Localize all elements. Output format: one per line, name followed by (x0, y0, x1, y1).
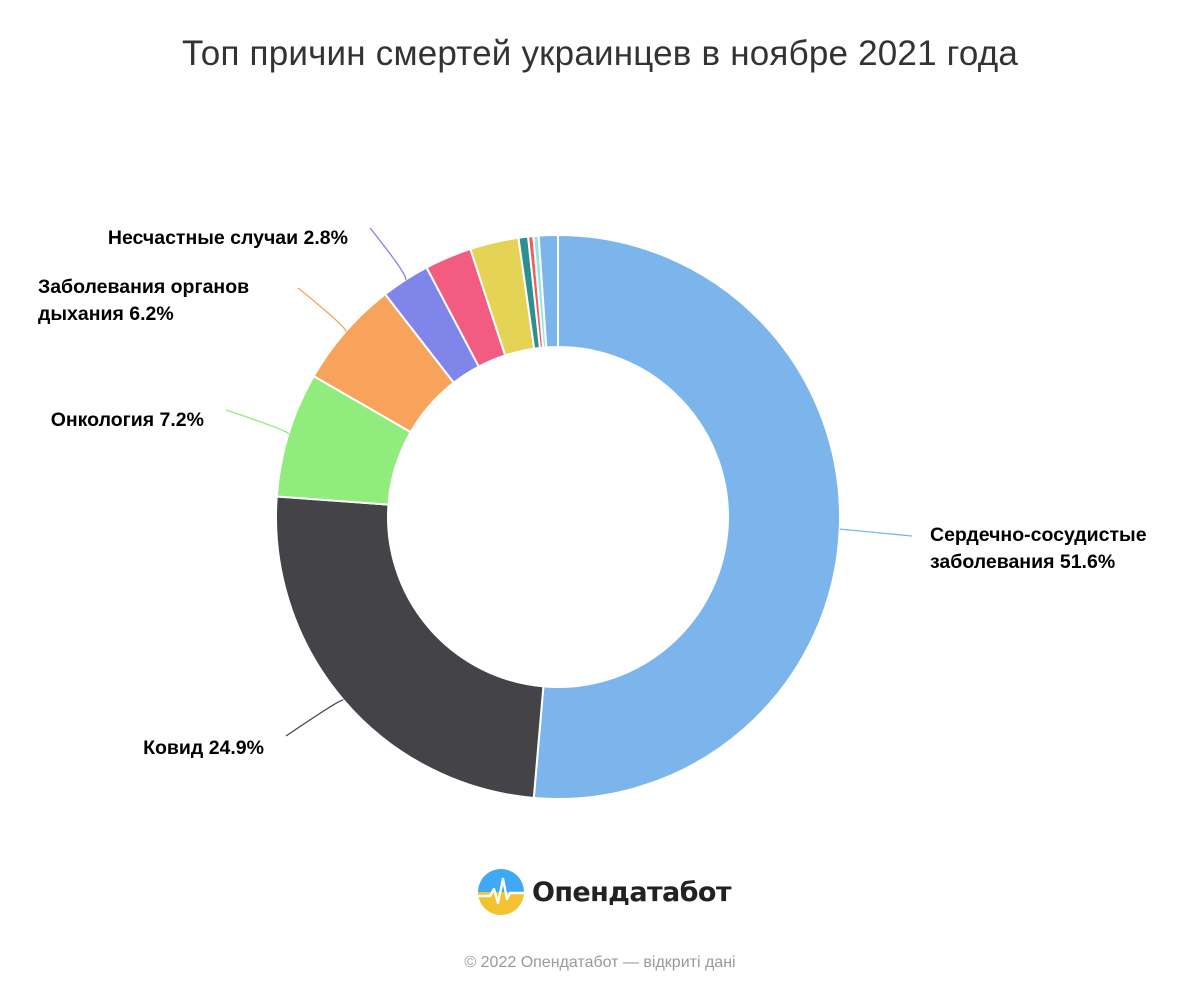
donut-slice-unlabeled-10 (537, 233, 559, 349)
donut-slice-1 (275, 495, 545, 800)
footer-credit: © 2022 Опендатабот — відкриті дані (464, 954, 736, 971)
data-label: Сердечно-сосудистые (930, 524, 1147, 546)
data-label: Несчастные случаи 2.8% (108, 227, 348, 249)
data-label: Ковид 24.9% (143, 737, 264, 759)
data-label: заболевания 51.6% (930, 551, 1115, 573)
logo: Опендатабот (478, 866, 732, 918)
data-label: дыхания 6.2% (38, 303, 174, 325)
label-connector (285, 699, 345, 737)
label-connector (297, 287, 347, 333)
donut-slice-0 (532, 233, 841, 800)
label-connector (369, 227, 407, 281)
logo-text: Опендатабот (532, 876, 732, 908)
opendatabot-logo-icon (478, 869, 524, 915)
label-connector (225, 409, 290, 435)
label-connector (839, 528, 913, 537)
data-label: Заболевания органов (38, 276, 249, 298)
chart-title: Топ причин смертей украинцев в ноябре 20… (181, 34, 1019, 73)
data-label: Онкология 7.2% (51, 409, 204, 431)
